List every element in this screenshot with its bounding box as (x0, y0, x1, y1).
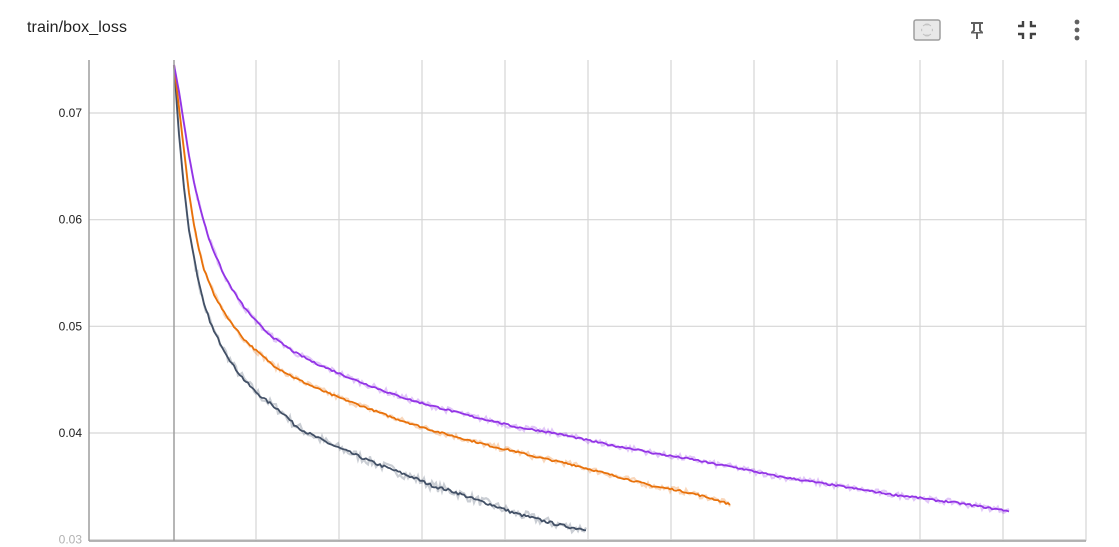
chart-grid (89, 60, 1087, 541)
fit-to-domain-icon (913, 19, 941, 41)
y-tick-label: 0.03 (59, 533, 83, 547)
series-raw-line (172, 64, 587, 535)
y-tick-label: 0.05 (59, 319, 83, 333)
series-raw-lines (172, 64, 1010, 535)
series-smoothed-lines (173, 64, 1010, 532)
series-line (173, 64, 731, 506)
series-raw-line (172, 64, 1010, 515)
card-header: train/box_loss (0, 0, 1119, 60)
chart-axes (88, 60, 1086, 542)
y-tick-label: 0.07 (59, 106, 83, 120)
collapse-icon (1018, 21, 1036, 39)
collapse-button[interactable] (1011, 14, 1043, 46)
chart-title: train/box_loss (27, 19, 128, 36)
y-tick-label: 0.06 (59, 213, 83, 227)
series-line (173, 64, 1010, 513)
series-line (173, 64, 587, 532)
more-vertical-icon (1074, 19, 1080, 41)
series-raw-line (172, 64, 731, 507)
pin-icon (971, 22, 983, 39)
pin-button[interactable] (961, 14, 993, 46)
fit-domain-button[interactable] (911, 14, 943, 46)
y-tick-labels: 0.07 0.06 0.05 0.04 0.03 (59, 106, 83, 547)
more-options-button[interactable] (1061, 14, 1093, 46)
y-tick-label: 0.04 (59, 426, 83, 440)
